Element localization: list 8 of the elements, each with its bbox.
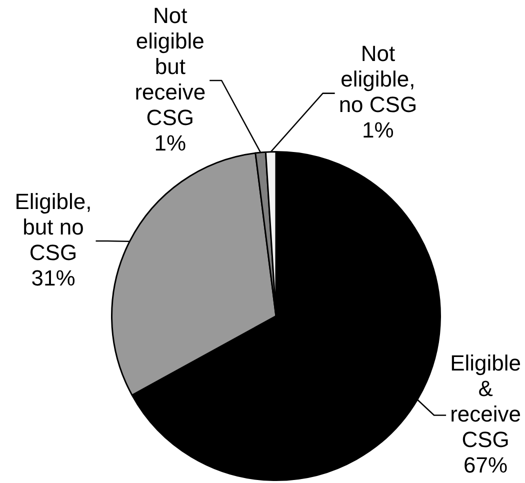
data-label: 67% [464, 452, 508, 478]
slice-label: Not eligible but receive CSG [134, 2, 206, 130]
data-label: 1% [362, 118, 394, 143]
slice-label: Eligible, but no CSG [14, 188, 92, 265]
data-label: 1% [154, 130, 186, 156]
slice-label: Eligible & receive CSG [450, 350, 522, 452]
slice-label: Not eligible, no CSG [338, 41, 418, 118]
data-label: 31% [31, 265, 76, 290]
